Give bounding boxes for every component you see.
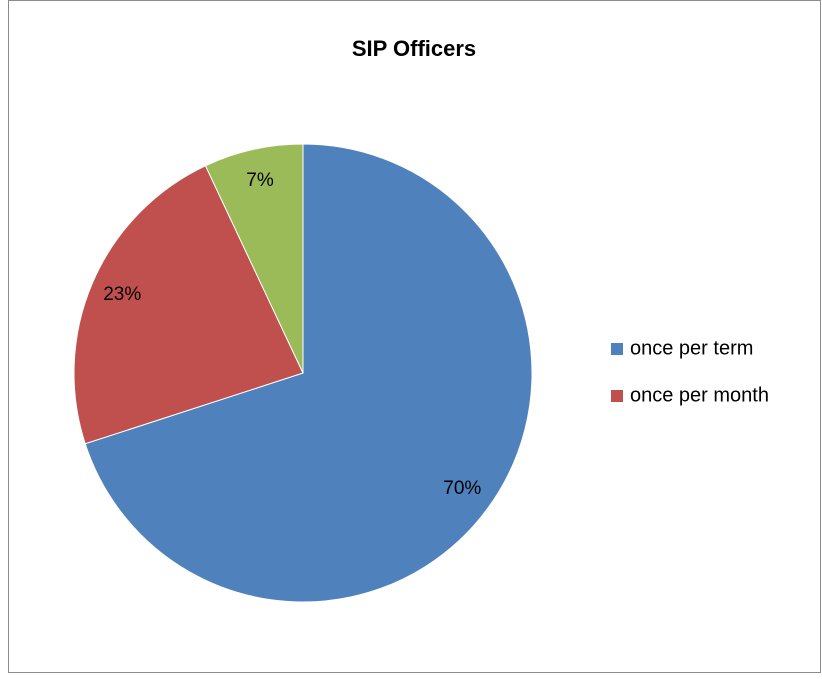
legend-label: once per month [630, 384, 769, 406]
legend-label: once per term [630, 337, 753, 359]
data-label: 23% [103, 284, 141, 305]
data-label: 7% [246, 170, 274, 191]
pie-slice [204, 143, 304, 374]
legend-swatch [611, 343, 623, 355]
legend-swatch [611, 390, 623, 402]
pie-slice [73, 165, 304, 445]
pie-slice [84, 143, 533, 603]
data-label: 70% [443, 478, 481, 499]
chart-title: SIP Officers [352, 36, 476, 61]
